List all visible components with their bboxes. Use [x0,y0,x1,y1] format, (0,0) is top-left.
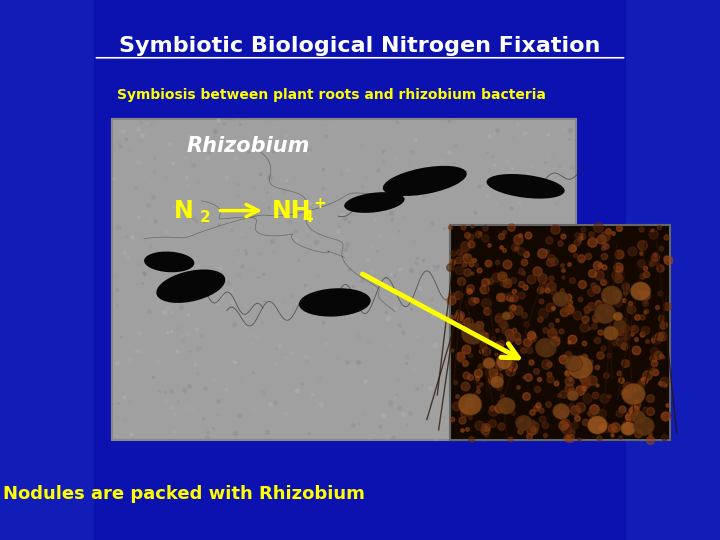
Ellipse shape [588,416,608,434]
Ellipse shape [631,410,646,424]
Ellipse shape [594,303,616,323]
Text: Rhizobium: Rhizobium [186,136,310,156]
Ellipse shape [567,356,593,379]
Text: N: N [174,199,194,222]
Ellipse shape [603,326,618,340]
Ellipse shape [516,415,532,430]
Ellipse shape [553,403,570,419]
Text: Symbiotic Biological Nitrogen Fixation: Symbiotic Biological Nitrogen Fixation [120,36,600,56]
Ellipse shape [564,355,582,372]
Text: Symbiosis between plant roots and rhizobium bacteria: Symbiosis between plant roots and rhizob… [117,87,546,102]
Text: Nodules are packed with Rhizobium: Nodules are packed with Rhizobium [3,485,364,503]
Ellipse shape [483,357,495,369]
Ellipse shape [156,269,225,303]
Ellipse shape [536,338,557,357]
Bar [450,225,670,440]
Ellipse shape [630,282,651,301]
Ellipse shape [144,252,194,272]
Ellipse shape [487,174,564,199]
Ellipse shape [344,192,405,213]
Ellipse shape [462,323,485,345]
Bar [0,0,94,540]
Ellipse shape [496,355,512,369]
Ellipse shape [567,390,579,401]
Ellipse shape [299,288,371,316]
Ellipse shape [553,292,570,307]
Ellipse shape [613,312,623,321]
Ellipse shape [621,422,636,435]
Ellipse shape [622,383,645,405]
Bar [112,119,576,440]
Ellipse shape [497,397,516,414]
Ellipse shape [502,312,511,320]
Text: NH: NH [272,199,312,222]
Ellipse shape [634,417,654,435]
Text: +: + [313,196,326,211]
Ellipse shape [601,286,622,305]
Ellipse shape [613,320,626,331]
Ellipse shape [458,394,482,415]
Ellipse shape [383,166,467,196]
Text: 4: 4 [302,210,313,225]
Bar [626,0,720,540]
Text: 2: 2 [200,210,211,225]
Ellipse shape [490,376,504,388]
